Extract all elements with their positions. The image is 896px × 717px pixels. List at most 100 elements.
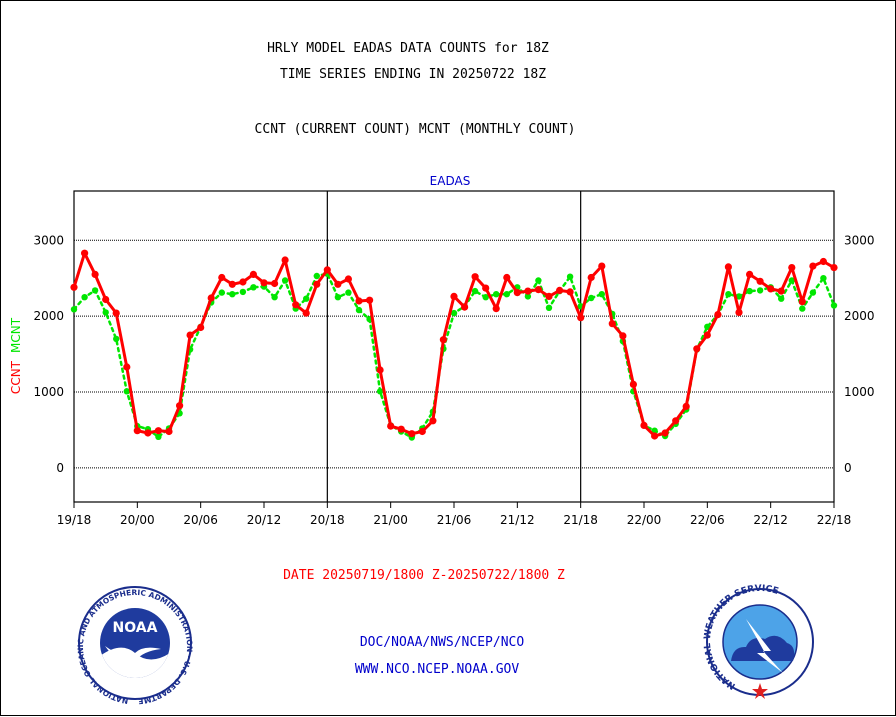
data-point-ccnt: [714, 311, 722, 319]
data-point-mcnt: [545, 304, 553, 311]
data-point-ccnt: [756, 277, 764, 285]
url-link[interactable]: WWW.NCO.NCEP.NOAA.GOV: [355, 662, 520, 677]
data-point-ccnt: [154, 427, 162, 435]
data-point-ccnt: [123, 363, 131, 371]
data-point-mcnt: [493, 291, 500, 298]
x-tick-label: 21/18: [563, 513, 598, 527]
x-tick-label: 22/12: [753, 513, 788, 527]
data-point-ccnt: [112, 309, 120, 317]
data-point-ccnt: [176, 402, 184, 410]
data-point-ccnt: [830, 264, 838, 272]
data-point-ccnt: [461, 303, 469, 311]
data-point-ccnt: [651, 432, 659, 440]
data-point-ccnt: [482, 284, 490, 292]
y-axis-label-text: CCNT MCNT: [9, 317, 23, 394]
data-point-ccnt: [249, 270, 257, 278]
data-point-mcnt: [155, 433, 162, 440]
data-point-ccnt: [81, 249, 89, 257]
data-point-ccnt: [165, 427, 173, 436]
data-point-ccnt: [344, 275, 352, 283]
x-tick-label: 19/18: [57, 513, 92, 527]
nws-star-icon: [752, 683, 768, 699]
data-point-ccnt: [672, 417, 680, 425]
data-point-ccnt: [629, 380, 638, 388]
data-point-mcnt: [91, 287, 99, 294]
data-point-ccnt: [587, 273, 595, 282]
x-tick-label: 20/00: [120, 513, 155, 527]
data-point-ccnt: [260, 279, 268, 287]
data-point-ccnt: [70, 283, 78, 291]
data-point-ccnt: [513, 289, 521, 297]
data-point-ccnt: [366, 296, 374, 304]
x-tick-label: 21/06: [437, 513, 472, 527]
data-point-ccnt: [619, 332, 627, 340]
series-description: CCNT (CURRENT COUNT) MCNT (MONTHLY COUNT…: [255, 122, 576, 137]
x-tick-label: 20/12: [247, 513, 282, 527]
data-point-mcnt: [450, 309, 458, 317]
data-point-mcnt: [239, 288, 247, 296]
data-point-mcnt: [598, 291, 605, 298]
data-point-ccnt: [355, 297, 363, 305]
tick-labels: 0 0 1000 1000 2000 2000 3000 3000 19/18 20/00 20/0…: [33, 233, 874, 527]
data-point-ccnt: [302, 309, 310, 317]
data-point-ccnt: [809, 262, 817, 270]
data-point-mcnt: [303, 295, 310, 302]
x-tick-label: 21/12: [500, 513, 535, 527]
data-point-ccnt: [819, 257, 828, 266]
chart-title-line1: HRLY MODEL EADAS DATA COUNTS for 18Z: [267, 41, 549, 56]
nws-logo: NATIONAL WEATHER SERVICE: [703, 584, 814, 699]
data-point-ccnt: [724, 263, 733, 271]
data-point-ccnt: [207, 294, 215, 302]
data-point-ccnt: [703, 331, 711, 339]
data-point-ccnt: [281, 256, 289, 264]
data-point-ccnt: [197, 323, 205, 332]
data-point-mcnt: [746, 287, 753, 295]
data-point-ccnt: [439, 336, 447, 344]
data-point-mcnt: [313, 272, 320, 280]
data-point-ccnt: [735, 308, 743, 316]
y-axis-label-ccnt: CCNT: [9, 360, 23, 394]
x-tick-label: 20/18: [310, 513, 345, 527]
data-point-ccnt: [545, 292, 553, 300]
x-tick-label: 22/18: [817, 513, 852, 527]
data-point-ccnt: [429, 417, 437, 425]
data-point-mcnt: [809, 289, 817, 296]
data-point-ccnt: [239, 278, 247, 286]
data-point-mcnt: [503, 291, 510, 298]
data-point-mcnt: [250, 284, 257, 291]
data-point-mcnt: [830, 302, 838, 309]
data-point-mcnt: [725, 291, 732, 298]
chart-title-line2: TIME SERIES ENDING IN 20250722 18Z: [280, 67, 546, 82]
data-point-ccnt: [218, 273, 226, 282]
data-point-ccnt: [798, 298, 806, 306]
x-tick-label: 22/00: [627, 513, 662, 527]
data-point-mcnt: [102, 309, 109, 316]
data-point-ccnt: [777, 287, 785, 295]
data-point-mcnt: [376, 388, 384, 395]
data-point-ccnt: [503, 273, 511, 282]
org-line: DOC/NOAA/NWS/NCEP/NCO: [360, 635, 525, 650]
data-point-mcnt: [355, 306, 363, 314]
y-tick-label-right: 2000: [844, 309, 875, 323]
data-point-ccnt: [271, 279, 279, 288]
y-tick-label-left: 2000: [33, 309, 64, 323]
data-point-ccnt: [556, 286, 564, 294]
data-point-mcnt: [778, 295, 785, 302]
data-point-mcnt: [820, 275, 827, 282]
data-point-ccnt: [524, 287, 532, 295]
data-point-ccnt: [313, 280, 321, 288]
data-point-mcnt: [524, 293, 532, 300]
x-tick-label: 21/00: [373, 513, 408, 527]
y-tick-label-left: 0: [56, 461, 64, 475]
y-tick-label-right: 0: [844, 461, 852, 475]
data-point-ccnt: [566, 288, 574, 296]
y-tick-label-right: 3000: [844, 233, 875, 247]
data-point-ccnt: [144, 429, 152, 437]
data-point-mcnt: [799, 305, 806, 312]
data-point-ccnt: [186, 331, 194, 339]
data-point-ccnt: [693, 345, 701, 353]
data-point-ccnt: [598, 262, 606, 270]
data-point-mcnt: [113, 335, 120, 343]
